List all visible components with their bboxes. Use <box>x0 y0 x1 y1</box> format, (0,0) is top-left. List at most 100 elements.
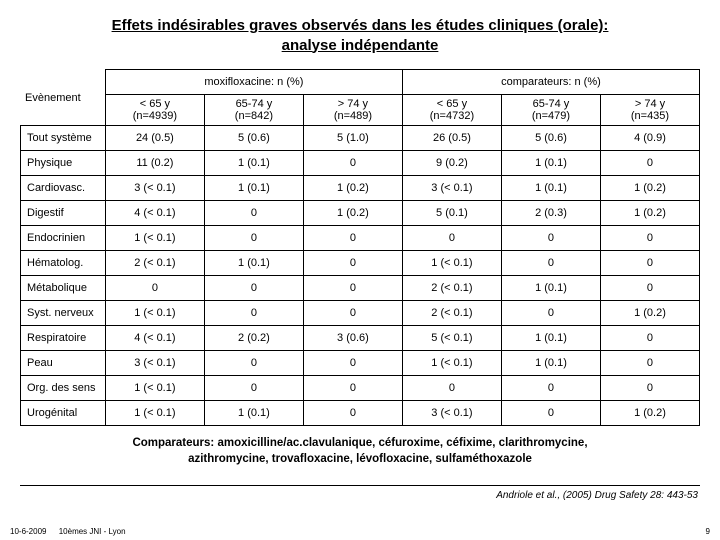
cell: 5 (1.0) <box>303 126 402 151</box>
age-header-row: < 65 y(n=4939)65-74 y(n=842)> 74 y(n=489… <box>21 95 700 126</box>
cell: 1 (0.1) <box>501 151 600 176</box>
cell: 0 <box>600 326 699 351</box>
cell: 3 (< 0.1) <box>105 351 204 376</box>
row-label: Digestif <box>21 201 106 226</box>
row-label: Peau <box>21 351 106 376</box>
cell: 26 (0.5) <box>402 126 501 151</box>
cell: 0 <box>204 376 303 401</box>
col-group-comp: comparateurs: n (%) <box>402 70 699 95</box>
cell: 0 <box>501 376 600 401</box>
cell: 3 (< 0.1) <box>402 401 501 426</box>
cell: 0 <box>303 251 402 276</box>
cell: 0 <box>600 276 699 301</box>
row-label: Tout système <box>21 126 106 151</box>
row-label: Syst. nerveux <box>21 301 106 326</box>
cell: 0 <box>402 376 501 401</box>
table-row: Hématolog.2 (< 0.1)1 (0.1)01 (< 0.1)00 <box>21 251 700 276</box>
cell: 0 <box>600 376 699 401</box>
cell: 0 <box>204 301 303 326</box>
cell: 0 <box>303 226 402 251</box>
footer-date: 10-6-2009 <box>10 527 46 536</box>
row-label: Cardiovasc. <box>21 176 106 201</box>
cell: 11 (0.2) <box>105 151 204 176</box>
row-label: Physique <box>21 151 106 176</box>
adverse-events-table: Evènement moxifloxacine: n (%) comparate… <box>20 69 700 426</box>
note-line-1: Comparateurs: amoxicilline/ac.clavulaniq… <box>132 437 587 449</box>
cell: 1 (< 0.1) <box>402 251 501 276</box>
cell: 0 <box>204 351 303 376</box>
footer-event: 10èmes JNI - Lyon <box>59 527 126 536</box>
cell: 1 (0.2) <box>600 176 699 201</box>
table-row: Org. des sens1 (< 0.1)00000 <box>21 376 700 401</box>
col-header-age-3: < 65 y(n=4732) <box>402 95 501 126</box>
cell: 5 (< 0.1) <box>402 326 501 351</box>
slide-title: Effets indésirables graves observés dans… <box>20 16 700 55</box>
table-row: Cardiovasc.3 (< 0.1)1 (0.1)1 (0.2)3 (< 0… <box>21 176 700 201</box>
footer: 10-6-2009 10èmes JNI - Lyon 9 <box>0 527 720 536</box>
table-row: Tout système24 (0.5)5 (0.6)5 (1.0)26 (0.… <box>21 126 700 151</box>
title-line-1: Effets indésirables graves observés dans… <box>112 17 609 34</box>
cell: 0 <box>204 276 303 301</box>
col-header-age-4: 65-74 y(n=479) <box>501 95 600 126</box>
note-line-2: azithromycine, trovafloxacine, lévofloxa… <box>188 453 532 465</box>
cell: 1 (0.2) <box>600 301 699 326</box>
cell: 9 (0.2) <box>402 151 501 176</box>
table-row: Métabolique0002 (< 0.1)1 (0.1)0 <box>21 276 700 301</box>
cell: 1 (0.1) <box>501 276 600 301</box>
cell: 0 <box>501 226 600 251</box>
cell: 1 (0.1) <box>204 151 303 176</box>
table-row: Physique11 (0.2)1 (0.1)09 (0.2)1 (0.1)0 <box>21 151 700 176</box>
cell: 0 <box>204 226 303 251</box>
table-row: Respiratoire4 (< 0.1)2 (0.2)3 (0.6)5 (< … <box>21 326 700 351</box>
cell: 3 (0.6) <box>303 326 402 351</box>
cell: 1 (< 0.1) <box>105 376 204 401</box>
row-label: Endocrinien <box>21 226 106 251</box>
row-label: Hématolog. <box>21 251 106 276</box>
footer-page: 9 <box>706 527 710 536</box>
col-header-age-0: < 65 y(n=4939) <box>105 95 204 126</box>
cell: 0 <box>501 301 600 326</box>
cell: 2 (< 0.1) <box>402 301 501 326</box>
row-label: Org. des sens <box>21 376 106 401</box>
cell: 0 <box>303 276 402 301</box>
cell: 0 <box>105 276 204 301</box>
cell: 0 <box>600 251 699 276</box>
cell: 0 <box>600 226 699 251</box>
cell: 0 <box>204 201 303 226</box>
cell: 5 (0.1) <box>402 201 501 226</box>
cell: 0 <box>501 251 600 276</box>
cell: 1 (0.2) <box>303 201 402 226</box>
cell: 3 (< 0.1) <box>105 176 204 201</box>
cell: 1 (0.1) <box>501 176 600 201</box>
cell: 1 (< 0.1) <box>105 226 204 251</box>
cell: 0 <box>501 401 600 426</box>
table-row: Digestif4 (< 0.1)01 (0.2)5 (0.1)2 (0.3)1… <box>21 201 700 226</box>
cell: 5 (0.6) <box>501 126 600 151</box>
cell: 0 <box>600 351 699 376</box>
row-label: Urogénital <box>21 401 106 426</box>
cell: 3 (< 0.1) <box>402 176 501 201</box>
col-header-event: Evènement <box>21 70 106 126</box>
cell: 2 (< 0.1) <box>402 276 501 301</box>
title-line-2: analyse indépendante <box>282 37 439 54</box>
cell: 1 (< 0.1) <box>105 401 204 426</box>
cell: 5 (0.6) <box>204 126 303 151</box>
cell: 2 (0.3) <box>501 201 600 226</box>
col-header-age-2: > 74 y(n=489) <box>303 95 402 126</box>
row-label: Métabolique <box>21 276 106 301</box>
col-header-age-5: > 74 y(n=435) <box>600 95 699 126</box>
citation: Andriole et al., (2005) Drug Safety 28: … <box>20 485 700 501</box>
table-row: Urogénital1 (< 0.1)1 (0.1)03 (< 0.1)01 (… <box>21 401 700 426</box>
cell: 4 (< 0.1) <box>105 326 204 351</box>
cell: 2 (< 0.1) <box>105 251 204 276</box>
cell: 0 <box>303 151 402 176</box>
cell: 1 (< 0.1) <box>105 301 204 326</box>
cell: 1 (0.2) <box>303 176 402 201</box>
col-group-moxi: moxifloxacine: n (%) <box>105 70 402 95</box>
cell: 1 (0.1) <box>204 251 303 276</box>
cell: 0 <box>600 151 699 176</box>
col-header-age-1: 65-74 y(n=842) <box>204 95 303 126</box>
table-row: Syst. nerveux1 (< 0.1)002 (< 0.1)01 (0.2… <box>21 301 700 326</box>
cell: 24 (0.5) <box>105 126 204 151</box>
cell: 1 (0.1) <box>501 326 600 351</box>
